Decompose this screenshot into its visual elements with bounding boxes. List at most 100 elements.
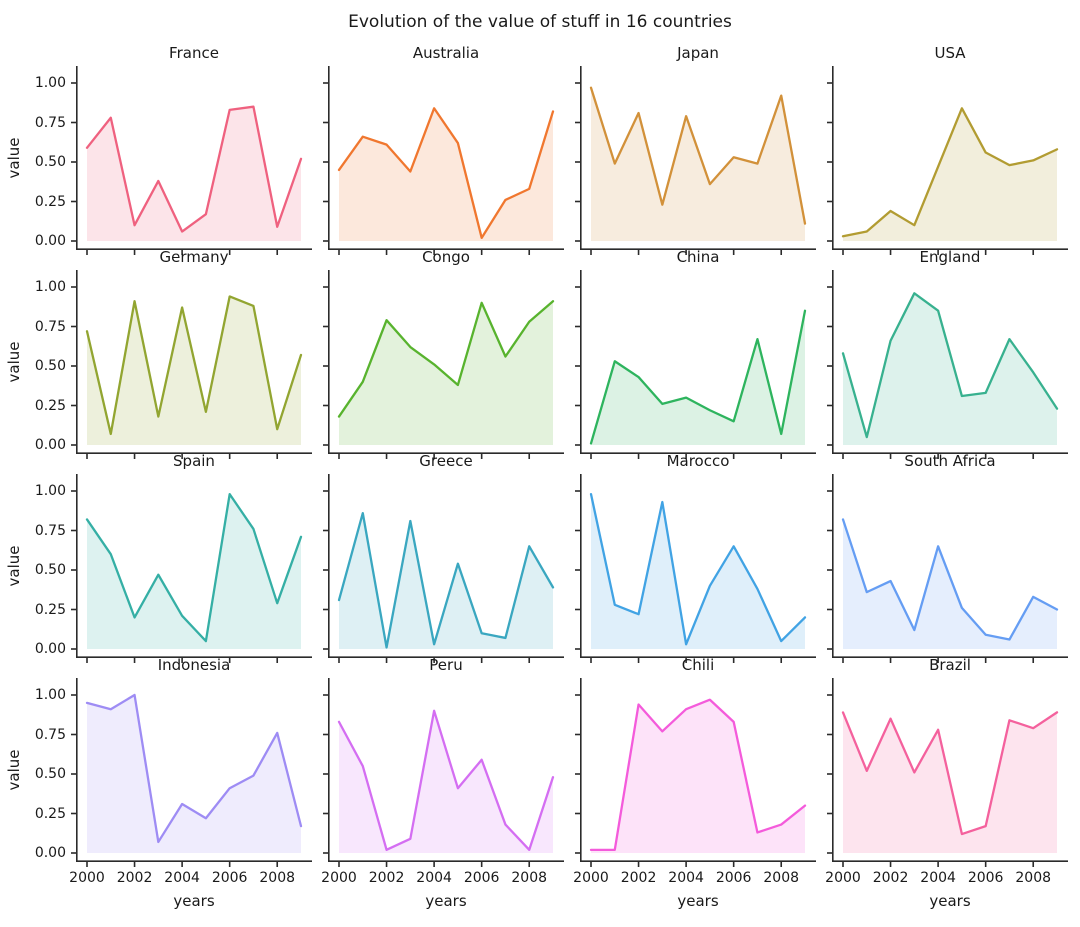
subplot-title-greece: Greece: [419, 452, 473, 470]
line-series-peru: [337, 709, 555, 851]
area-fill-china: [591, 310, 805, 445]
subplot-title-congo: Congo: [422, 248, 470, 266]
subplot-title-indonesia: Indonesia: [157, 656, 231, 674]
subplot-chili: [575, 678, 816, 867]
line-series-greece: [337, 511, 555, 649]
y-axis-tick-label: 0.50: [34, 766, 66, 782]
subplot-germany: [71, 270, 312, 459]
x-axis-tick-label: 2006: [967, 870, 1004, 886]
y-axis-tick-label: 1.00: [34, 75, 66, 91]
y-axis-tick-label: 0.75: [34, 114, 66, 131]
x-axis-tick-label: 2000: [573, 870, 609, 886]
line-series-brazil: [841, 711, 1059, 836]
x-axis-tick-label: 2002: [872, 870, 909, 886]
area-fill-chili: [591, 699, 805, 853]
subplot-china: [575, 270, 816, 459]
subplot-greece: [323, 474, 564, 663]
area-fill-marocco: [591, 494, 805, 649]
line-series-england: [841, 292, 1059, 439]
subplot-england: [827, 270, 1068, 459]
line-series-australia: [337, 107, 555, 239]
x-axis-tick-label: 2008: [763, 870, 800, 886]
area-fill-greece: [339, 513, 553, 649]
line-series-japan: [589, 86, 807, 225]
x-axis-label: years: [677, 892, 719, 910]
subplot-title-chili: Chili: [681, 656, 715, 674]
y-axis-label: value: [5, 137, 23, 179]
line-series-indonesia: [85, 693, 303, 844]
y-axis-tick-label: 0.50: [34, 562, 66, 578]
y-axis-tick-label: 0.00: [34, 233, 66, 249]
y-axis-tick-label: 0.25: [34, 397, 66, 414]
y-axis-tick-label: 1.00: [34, 687, 66, 703]
x-axis-tick-label: 2002: [620, 870, 657, 886]
area-fill-usa: [843, 108, 1057, 241]
x-axis-tick-label: 2006: [463, 870, 500, 886]
x-axis-tick-label: 2004: [416, 870, 452, 886]
line-series-china: [589, 309, 807, 445]
x-axis-label: years: [425, 892, 467, 910]
area-fill-australia: [339, 108, 553, 241]
subplot-title-australia: Australia: [412, 44, 480, 62]
line-series-usa: [841, 107, 1059, 238]
x-axis-label: years: [929, 892, 971, 910]
y-axis-tick-label: 0.25: [34, 805, 66, 822]
y-axis-tick-label: 1.00: [34, 279, 66, 295]
subplot-title-peru: Peru: [429, 656, 463, 674]
subplot-title-marocco: Marocco: [666, 452, 730, 470]
y-axis-label: value: [5, 749, 23, 791]
x-axis-tick-label: 2004: [920, 870, 956, 886]
subplot-usa: [827, 66, 1068, 255]
area-fill-spain: [87, 494, 301, 649]
y-axis-tick-label: 1.00: [34, 483, 66, 499]
subplot-title-china: China: [676, 248, 720, 266]
line-series-congo: [337, 300, 555, 418]
x-axis-tick-label: 2004: [164, 870, 200, 886]
x-axis-tick-label: 2008: [259, 870, 296, 886]
subplot-france: [71, 66, 312, 255]
subplot-australia: [323, 66, 564, 255]
y-axis-tick-label: 0.00: [34, 845, 66, 861]
y-axis-tick-label: 0.25: [34, 601, 66, 618]
subplot-south-africa: [827, 474, 1068, 663]
subplot-title-usa: USA: [934, 44, 966, 62]
area-fill-england: [843, 293, 1057, 445]
subplot-indonesia: [71, 678, 312, 867]
y-axis-tick-label: 0.25: [34, 193, 66, 210]
x-axis-tick-label: 2008: [1015, 870, 1052, 886]
area-fill-germany: [87, 296, 301, 445]
x-axis-tick-label: 2004: [668, 870, 704, 886]
x-axis-tick-label: 2000: [825, 870, 861, 886]
figure-title: Evolution of the value of stuff in 16 co…: [348, 12, 732, 32]
subplot-peru: [323, 678, 564, 867]
x-axis-tick-label: 2008: [511, 870, 548, 886]
subplot-japan: [575, 66, 816, 255]
area-fill-japan: [591, 87, 805, 242]
line-series-marocco: [589, 493, 807, 646]
subplot-title-south-africa: South Africa: [904, 452, 996, 470]
area-fill-france: [87, 106, 301, 241]
x-axis-tick-label: 2002: [116, 870, 153, 886]
y-axis-tick-label: 0.50: [34, 358, 66, 374]
line-series-france: [85, 105, 303, 233]
y-axis-label: value: [5, 341, 23, 383]
y-axis-tick-label: 0.50: [34, 154, 66, 170]
x-axis-tick-label: 2000: [69, 870, 105, 886]
subplot-marocco: [575, 474, 816, 663]
area-fill-peru: [339, 710, 553, 853]
y-axis-tick-label: 0.75: [34, 726, 66, 743]
y-axis-tick-label: 0.00: [34, 641, 66, 657]
line-series-south-africa: [841, 518, 1059, 641]
subplot-brazil: [827, 678, 1068, 867]
line-series-spain: [85, 493, 303, 643]
y-axis-tick-label: 0.75: [34, 318, 66, 335]
line-series-chili: [589, 698, 807, 851]
subplot-title-germany: Germany: [159, 248, 229, 266]
x-axis-tick-label: 2000: [321, 870, 357, 886]
subplot-title-england: England: [919, 248, 981, 266]
area-fill-south-africa: [843, 519, 1057, 649]
area-fill-congo: [339, 301, 553, 445]
x-axis-label: years: [173, 892, 215, 910]
y-axis-label: value: [5, 545, 23, 587]
